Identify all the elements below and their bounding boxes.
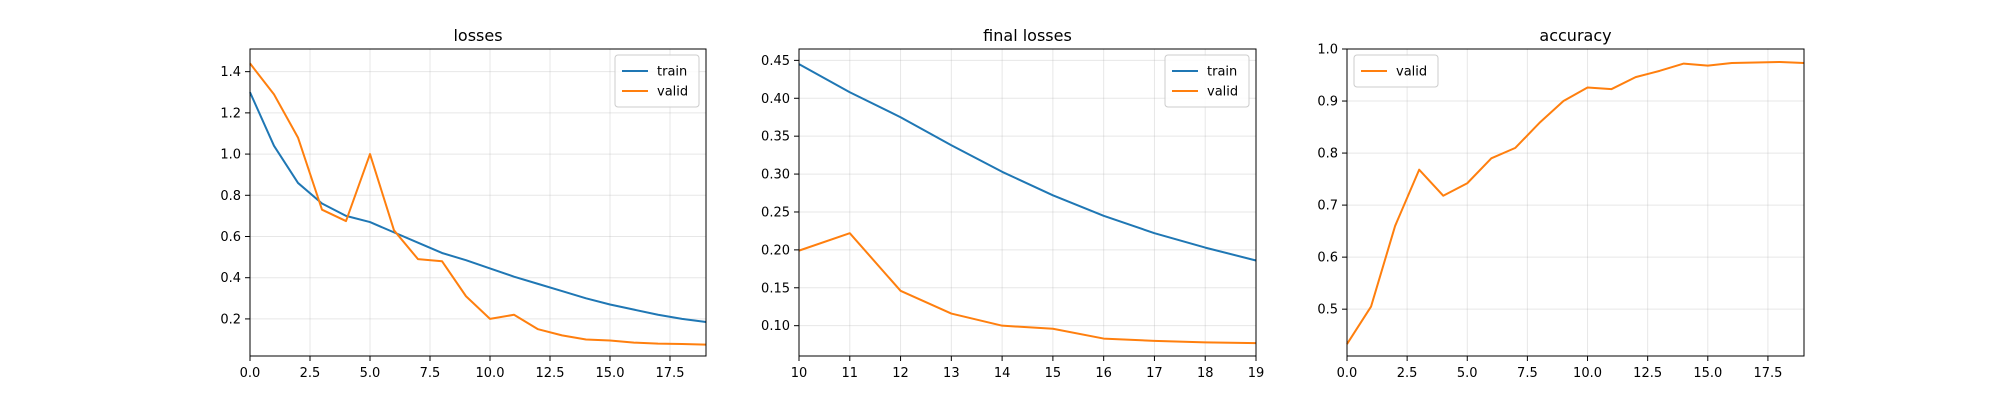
- chart-title: final losses: [983, 26, 1072, 45]
- y-tick-label: 0.4: [220, 271, 241, 286]
- series-line-valid: [249, 62, 707, 346]
- y-tick-label: 0.7: [1317, 199, 1338, 214]
- legend: valid: [1353, 54, 1439, 88]
- y-tick-label: 0.25: [761, 205, 790, 220]
- legend-label-valid: valid: [1207, 85, 1238, 100]
- legend-label-train: train: [1207, 65, 1237, 80]
- x-tick-label: 17: [1146, 366, 1163, 381]
- y-tick-label: 1.0: [220, 148, 241, 163]
- axes-frame: [798, 48, 1257, 357]
- x-tick-label: 12.5: [536, 366, 565, 381]
- x-tick-label: 10: [791, 366, 808, 381]
- legend-label-valid: valid: [1396, 65, 1427, 80]
- x-tick-label: 19: [1248, 366, 1265, 381]
- series-line-train: [798, 63, 1257, 262]
- y-tick-label: 0.6: [220, 230, 241, 245]
- x-tick-label: 10.0: [1573, 366, 1602, 381]
- x-tick-label: 0.0: [240, 366, 261, 381]
- x-tick-label: 15.0: [596, 366, 625, 381]
- y-tick-label: 1.0: [1317, 43, 1338, 58]
- x-tick-label: 12.5: [1633, 366, 1662, 381]
- y-tick-label: 0.15: [761, 281, 790, 296]
- x-tick-label: 7.5: [1517, 366, 1538, 381]
- x-tick-label: 0.0: [1337, 366, 1358, 381]
- y-tick-label: 1.2: [220, 106, 241, 121]
- axes-frame: [1346, 48, 1805, 357]
- x-tick-label: 17.5: [1753, 366, 1782, 381]
- y-tick-label: 0.45: [761, 54, 790, 69]
- series-line-train: [249, 91, 707, 323]
- legend: train valid: [1164, 54, 1250, 108]
- legend-box: [1353, 54, 1439, 88]
- axes-frame: [249, 48, 707, 357]
- y-tick-label: 0.2: [220, 312, 241, 327]
- x-tick-label: 11: [842, 366, 859, 381]
- x-tick-label: 14: [994, 366, 1011, 381]
- x-tick-label: 12: [892, 366, 909, 381]
- y-tick-label: 0.6: [1317, 251, 1338, 266]
- y-tick-label: 1.4: [220, 65, 241, 80]
- x-tick-label: 18: [1197, 366, 1214, 381]
- x-tick-label: 15: [1045, 366, 1062, 381]
- x-tick-label: 10.0: [476, 366, 505, 381]
- y-tick-label: 0.30: [761, 168, 790, 183]
- x-tick-label: 13: [943, 366, 960, 381]
- chart-panel-3: 0.0 2.5 5.0 7.5 10.0 12.5 15.0 17.5 0.5 0.6 0.7 0.8…: [1317, 26, 1805, 381]
- x-tick-label: 5.0: [1457, 366, 1478, 381]
- x-tick-label: 16: [1095, 366, 1112, 381]
- y-tick-label: 0.10: [761, 319, 790, 334]
- legend-box: [1164, 54, 1250, 108]
- series-line-valid: [798, 232, 1257, 345]
- series-line-valid: [1346, 61, 1805, 345]
- y-tick-label: 0.8: [220, 189, 241, 204]
- x-tick-label: 7.5: [420, 366, 441, 381]
- x-tick-label: 5.0: [360, 366, 381, 381]
- chart-panel-1: 0.0 2.5 5.0 7.5 10.0 12.5 15.0 17.5 0.2 0.4 0.6 0.8…: [220, 26, 707, 381]
- chart-panel-2: 10 11 12 13 14 15 16 17 18 19 0.10 0.15 0.20 0.25 0.30…: [761, 26, 1264, 381]
- x-tick-label: 17.5: [656, 366, 685, 381]
- y-tick-label: 0.20: [761, 243, 790, 258]
- y-tick-label: 0.40: [761, 92, 790, 107]
- x-tick-label: 2.5: [1397, 366, 1418, 381]
- legend-label-train: train: [657, 65, 687, 80]
- y-tick-label: 0.35: [761, 130, 790, 145]
- legend-label-valid: valid: [657, 85, 688, 100]
- y-tick-label: 0.5: [1317, 303, 1338, 318]
- legend-box: [614, 54, 700, 108]
- y-tick-label: 0.9: [1317, 95, 1338, 110]
- x-tick-label: 15.0: [1693, 366, 1722, 381]
- legend: train valid: [614, 54, 700, 108]
- chart-title: losses: [453, 26, 502, 45]
- x-tick-label: 2.5: [300, 366, 321, 381]
- chart-title: accuracy: [1539, 26, 1611, 45]
- y-tick-label: 0.8: [1317, 147, 1338, 162]
